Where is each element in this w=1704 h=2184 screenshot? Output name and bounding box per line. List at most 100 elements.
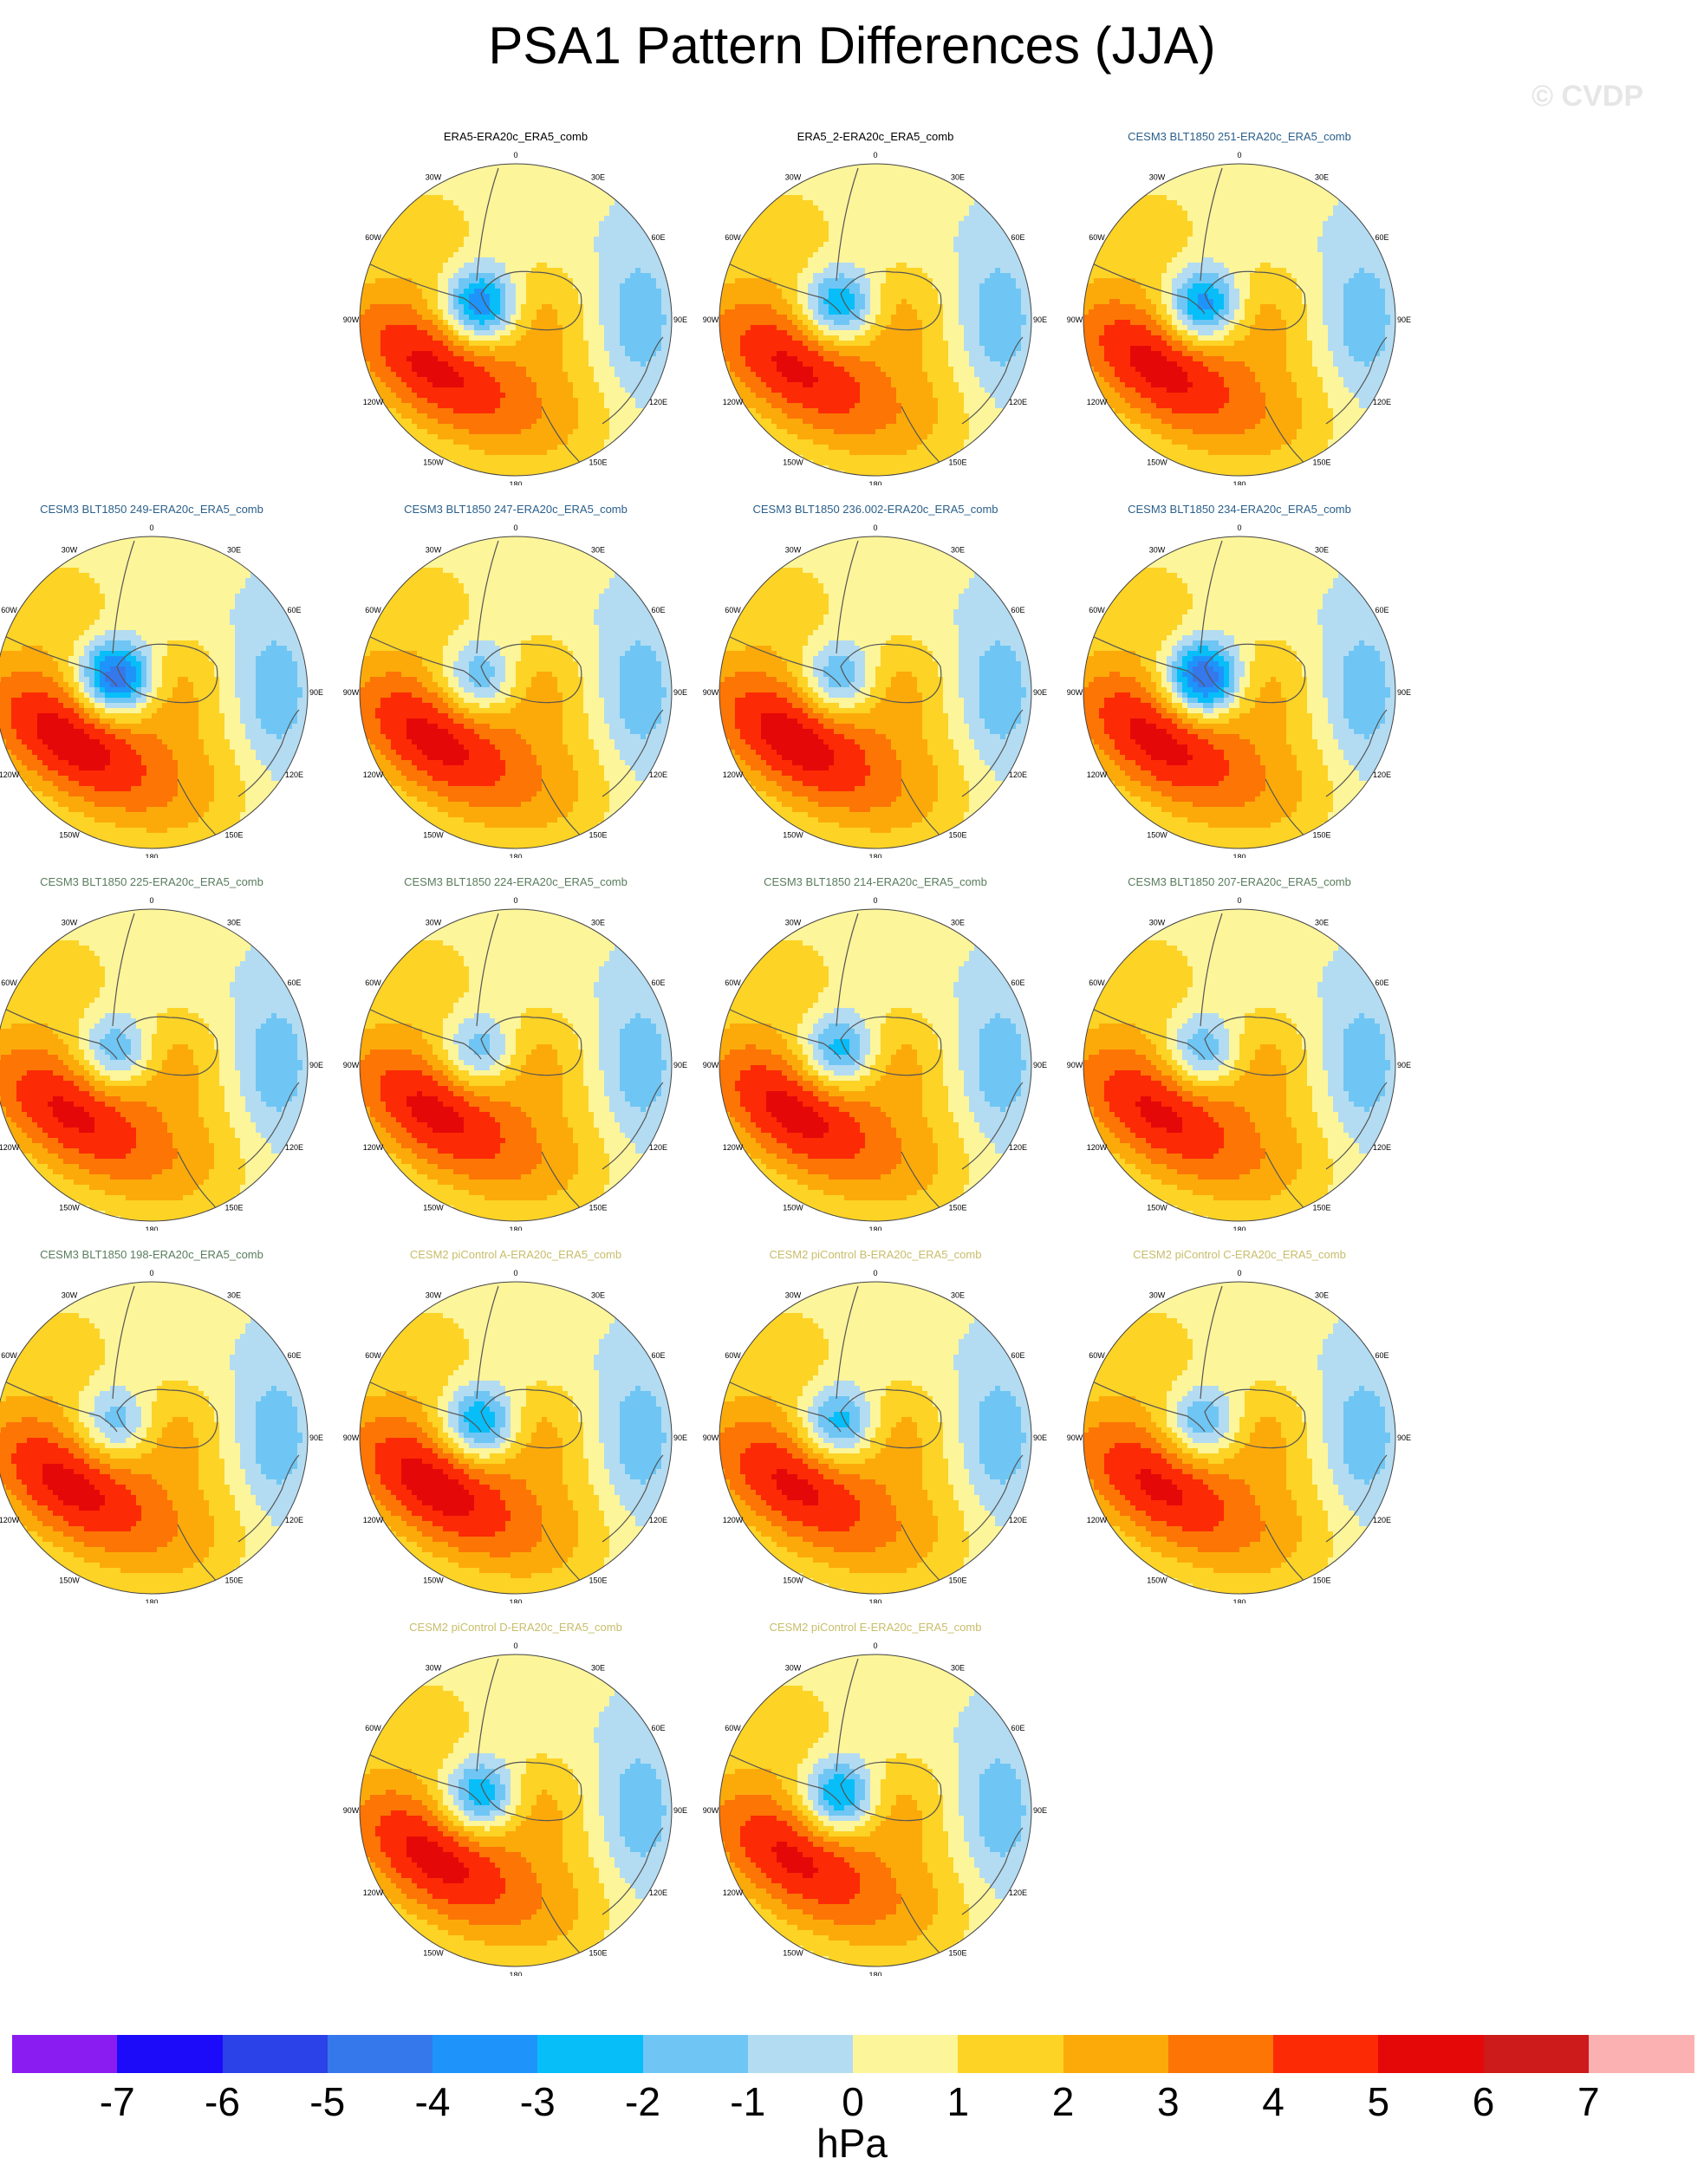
longitude-label: 60E <box>652 233 666 242</box>
longitude-label: 90E <box>1033 1806 1047 1815</box>
longitude-label: 180 <box>868 853 881 858</box>
longitude-label: 180 <box>509 480 522 485</box>
panel-title: CESM3 BLT1850 234-ERA20c_ERA5_comb <box>1057 503 1421 516</box>
colorbar-tick-label: -6 <box>205 2078 240 2125</box>
longitude-label: 30W <box>426 1290 442 1299</box>
longitude-label: 30W <box>1149 918 1166 926</box>
longitude-label: 150W <box>423 1576 444 1585</box>
map-panel: ERA5_2-ERA20c_ERA5_comb 0 30E 60E 90E 120E 150… <box>693 130 1057 485</box>
map-panel: CESM3 BLT1850 234-ERA20c_ERA5_comb 0 30E 60… <box>1057 503 1421 858</box>
longitude-label: 120W <box>1087 398 1108 406</box>
longitude-label: 30E <box>591 1663 605 1672</box>
longitude-label: 180 <box>868 1225 881 1231</box>
longitude-label: 120E <box>1009 1516 1027 1524</box>
longitude-label: 0 <box>1237 151 1241 159</box>
longitude-label: 90W <box>343 1061 360 1069</box>
longitude-label: 60W <box>365 978 381 987</box>
longitude-label: 30W <box>1149 1290 1166 1299</box>
longitude-label: 90E <box>673 688 687 697</box>
longitude-label: 60W <box>1089 606 1105 614</box>
longitude-label: 0 <box>149 1269 153 1277</box>
map-panel: CESM2 piControl A-ERA20c_ERA5_comb 0 30E 60… <box>334 1248 698 1603</box>
colorbar-swatch <box>433 2035 538 2073</box>
longitude-label: 0 <box>873 523 877 532</box>
longitude-label: 90E <box>1397 1433 1411 1442</box>
colorbar-swatch <box>537 2035 643 2073</box>
longitude-label: 120W <box>723 398 744 406</box>
longitude-label: 60W <box>1 1351 17 1360</box>
colorbar-tick-label: -4 <box>415 2078 451 2125</box>
longitude-label: 150E <box>948 1949 966 1958</box>
longitude-label: 120E <box>1373 398 1391 406</box>
colorbar-swatch <box>1588 2035 1694 2073</box>
longitude-label: 90W <box>343 1806 360 1815</box>
longitude-label: 60E <box>1011 233 1025 242</box>
longitude-label: 90E <box>1397 688 1411 697</box>
longitude-label: 30W <box>426 172 442 181</box>
longitude-label: 30W <box>785 1663 802 1672</box>
longitude-label: 180 <box>509 1225 522 1231</box>
longitude-label: 30E <box>1315 545 1329 554</box>
longitude-label: 90W <box>343 315 360 324</box>
longitude-label: 30W <box>426 545 442 554</box>
longitude-label: 30E <box>227 1290 241 1299</box>
panel-title: CESM2 piControl A-ERA20c_ERA5_comb <box>334 1248 698 1261</box>
longitude-label: 90W <box>703 315 719 324</box>
colorbar-units: hPa <box>0 2120 1704 2167</box>
longitude-label: 120W <box>723 770 744 779</box>
longitude-label: 0 <box>513 1269 517 1277</box>
longitude-label: 180 <box>145 853 158 858</box>
colorbar-tick-label: 6 <box>1473 2078 1495 2125</box>
longitude-label: 60W <box>725 233 741 242</box>
colorbar-swatch <box>1063 2035 1169 2073</box>
longitude-label: 60W <box>1 978 17 987</box>
colorbar-tick-label: -7 <box>100 2078 135 2125</box>
longitude-label: 120E <box>1373 770 1391 779</box>
longitude-label: 150E <box>1312 1204 1330 1212</box>
longitude-label: 120E <box>649 398 667 406</box>
map-panel: CESM2 piControl E-ERA20c_ERA5_comb 0 30E 60… <box>693 1621 1057 1976</box>
longitude-label: 0 <box>513 523 517 532</box>
longitude-label: 150E <box>1312 1576 1330 1585</box>
panel-title: CESM2 piControl C-ERA20c_ERA5_comb <box>1057 1248 1421 1261</box>
longitude-label: 120E <box>1009 1143 1027 1152</box>
longitude-label: 180 <box>145 1225 158 1231</box>
longitude-label: 150E <box>589 1576 607 1585</box>
longitude-label: 120E <box>649 1516 667 1524</box>
longitude-label: 90E <box>1397 315 1411 324</box>
longitude-label: 150E <box>589 1204 607 1212</box>
longitude-label: 150W <box>59 1576 80 1585</box>
longitude-label: 60E <box>288 978 302 987</box>
longitude-label: 150W <box>1147 831 1167 840</box>
longitude-label: 90W <box>703 1433 719 1442</box>
longitude-label: 150W <box>783 831 803 840</box>
longitude-label: 60E <box>652 1724 666 1732</box>
longitude-label: 30E <box>591 1290 605 1299</box>
longitude-label: 120E <box>649 1888 667 1897</box>
longitude-label: 0 <box>873 1641 877 1650</box>
longitude-label: 90W <box>703 1806 719 1815</box>
longitude-label: 30E <box>1315 918 1329 926</box>
longitude-label: 30W <box>62 1290 78 1299</box>
longitude-label: 30W <box>62 918 78 926</box>
longitude-label: 30E <box>1315 172 1329 181</box>
map-panel: CESM3 BLT1850 249-ERA20c_ERA5_comb 0 30E 60… <box>0 503 334 858</box>
longitude-label: 120W <box>363 1143 384 1152</box>
longitude-label: 150E <box>589 831 607 840</box>
longitude-label: 90E <box>1033 1061 1047 1069</box>
longitude-label: 180 <box>1232 480 1245 485</box>
colorbar-swatch <box>117 2035 223 2073</box>
longitude-label: 60E <box>288 606 302 614</box>
longitude-label: 60E <box>652 1351 666 1360</box>
colorbar-labels: -7 -6 -5 -4 -3 -2 -1 0 1 2 3 4 5 6 7 <box>0 2078 1704 2130</box>
longitude-label: 90E <box>309 1433 323 1442</box>
colorbar-tick-label: -1 <box>730 2078 765 2125</box>
longitude-label: 150E <box>1312 831 1330 840</box>
longitude-label: 90E <box>309 1061 323 1069</box>
map-panel: CESM2 piControl D-ERA20c_ERA5_comb 0 30E 60… <box>334 1621 698 1976</box>
longitude-label: 120W <box>0 1143 20 1152</box>
longitude-label: 150E <box>948 1204 966 1212</box>
